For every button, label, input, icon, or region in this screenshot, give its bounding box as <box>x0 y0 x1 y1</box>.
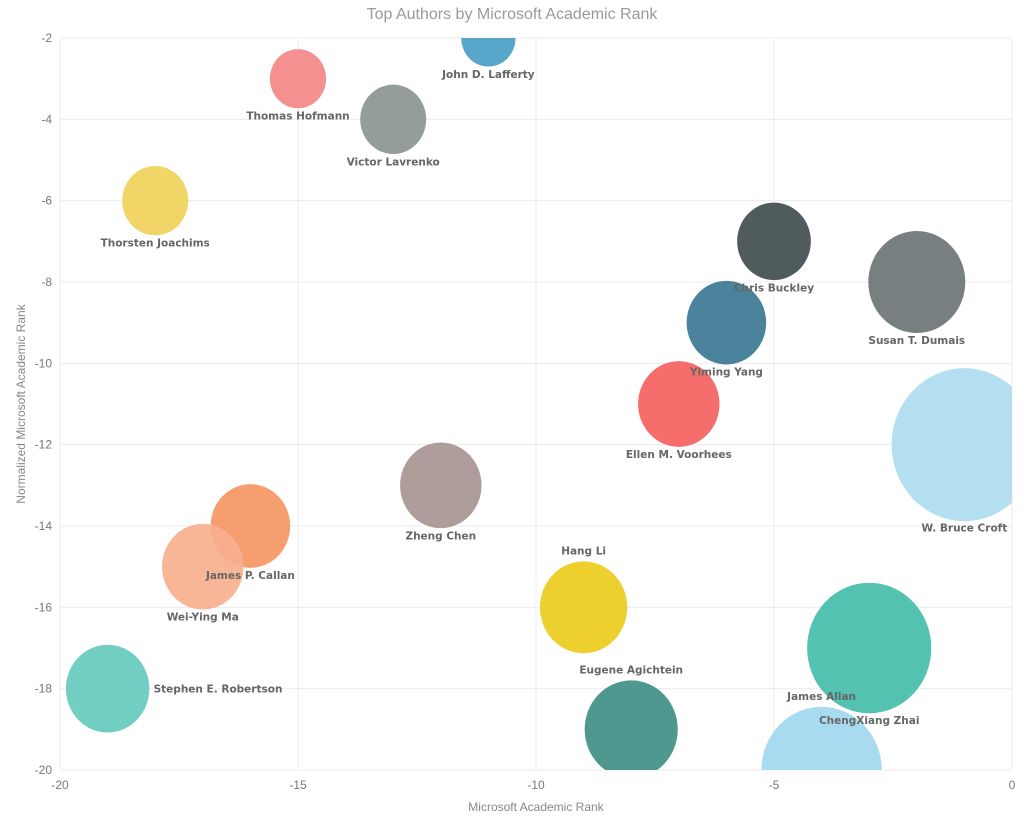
bubble[interactable] <box>807 582 932 714</box>
bubble[interactable] <box>584 680 678 778</box>
bubble[interactable] <box>638 361 720 447</box>
bubble[interactable] <box>162 523 244 610</box>
y-axis-ticks: -2 -4 -6 -8 -10 -12 -14 -16 -18 -20 <box>35 31 53 777</box>
bubble[interactable] <box>269 49 327 109</box>
bubble[interactable] <box>891 368 1024 522</box>
bubble[interactable] <box>360 84 427 155</box>
bubble-label: James P. Callan <box>205 570 295 582</box>
x-tick-label: -5 <box>769 778 780 792</box>
x-axis-ticks: -20 -15 -10 -5 0 <box>51 778 1015 792</box>
bubble-label: Yiming Yang <box>689 367 763 379</box>
y-tick-label: -2 <box>41 31 52 45</box>
bubble-label: John D. Lafferty <box>441 69 535 81</box>
x-tick-label: -10 <box>527 778 545 792</box>
x-tick-label: -20 <box>51 778 69 792</box>
gridlines <box>59 37 1013 771</box>
y-tick-label: -8 <box>41 275 52 289</box>
x-tick-label: -15 <box>289 778 307 792</box>
bubble-label: ChengXiang Zhai <box>819 715 920 727</box>
bubble-label: Zheng Chen <box>405 530 476 542</box>
bubble-label: Susan T. Dumais <box>868 335 965 347</box>
bubble-label: Ellen M. Voorhees <box>626 449 732 461</box>
y-tick-label: -4 <box>41 112 52 126</box>
bubble-label: Thorsten Joachims <box>101 238 210 250</box>
bubble[interactable] <box>539 561 628 654</box>
bubble-label: Wei-Ying Ma <box>167 612 239 624</box>
bubble[interactable] <box>737 202 811 281</box>
bubble[interactable] <box>400 442 482 529</box>
bubble-label: Chris Buckley <box>734 282 814 294</box>
y-tick-label: -6 <box>41 194 52 208</box>
y-tick-label: -20 <box>35 763 53 777</box>
y-tick-label: -16 <box>35 600 53 614</box>
bubble-label: W. Bruce Croft <box>922 523 1008 535</box>
y-tick-label: -14 <box>35 519 53 533</box>
bubble-label: Eugene Agichtein <box>579 664 683 676</box>
x-axis-label: Microsoft Academic Rank <box>468 800 604 814</box>
y-tick-label: -12 <box>35 438 53 452</box>
bubble-label: Victor Lavrenko <box>347 156 440 168</box>
bubble-label: Thomas Hofmann <box>246 111 349 123</box>
y-tick-label: -10 <box>35 356 53 370</box>
bubble[interactable] <box>461 9 516 67</box>
bubbles <box>65 9 1024 821</box>
bubble[interactable] <box>686 280 767 365</box>
x-tick-label: 0 <box>1009 778 1016 792</box>
y-tick-label: -18 <box>35 682 53 696</box>
y-axis-label: Normalized Microsoft Academic Rank <box>14 303 28 503</box>
bubble[interactable] <box>122 165 189 236</box>
bubble-label: Hang Li <box>561 545 606 557</box>
bubble[interactable] <box>868 231 966 333</box>
chart-title: Top Authors by Microsoft Academic Rank <box>367 6 659 23</box>
bubble[interactable] <box>761 706 882 821</box>
bubble[interactable] <box>65 644 150 733</box>
bubble-label: James Allan <box>786 691 856 703</box>
bubble-labels: John D. Lafferty Thomas Hofmann Victor Lav… <box>101 69 1008 727</box>
bubble-label: Stephen E. Robertson <box>154 684 283 696</box>
